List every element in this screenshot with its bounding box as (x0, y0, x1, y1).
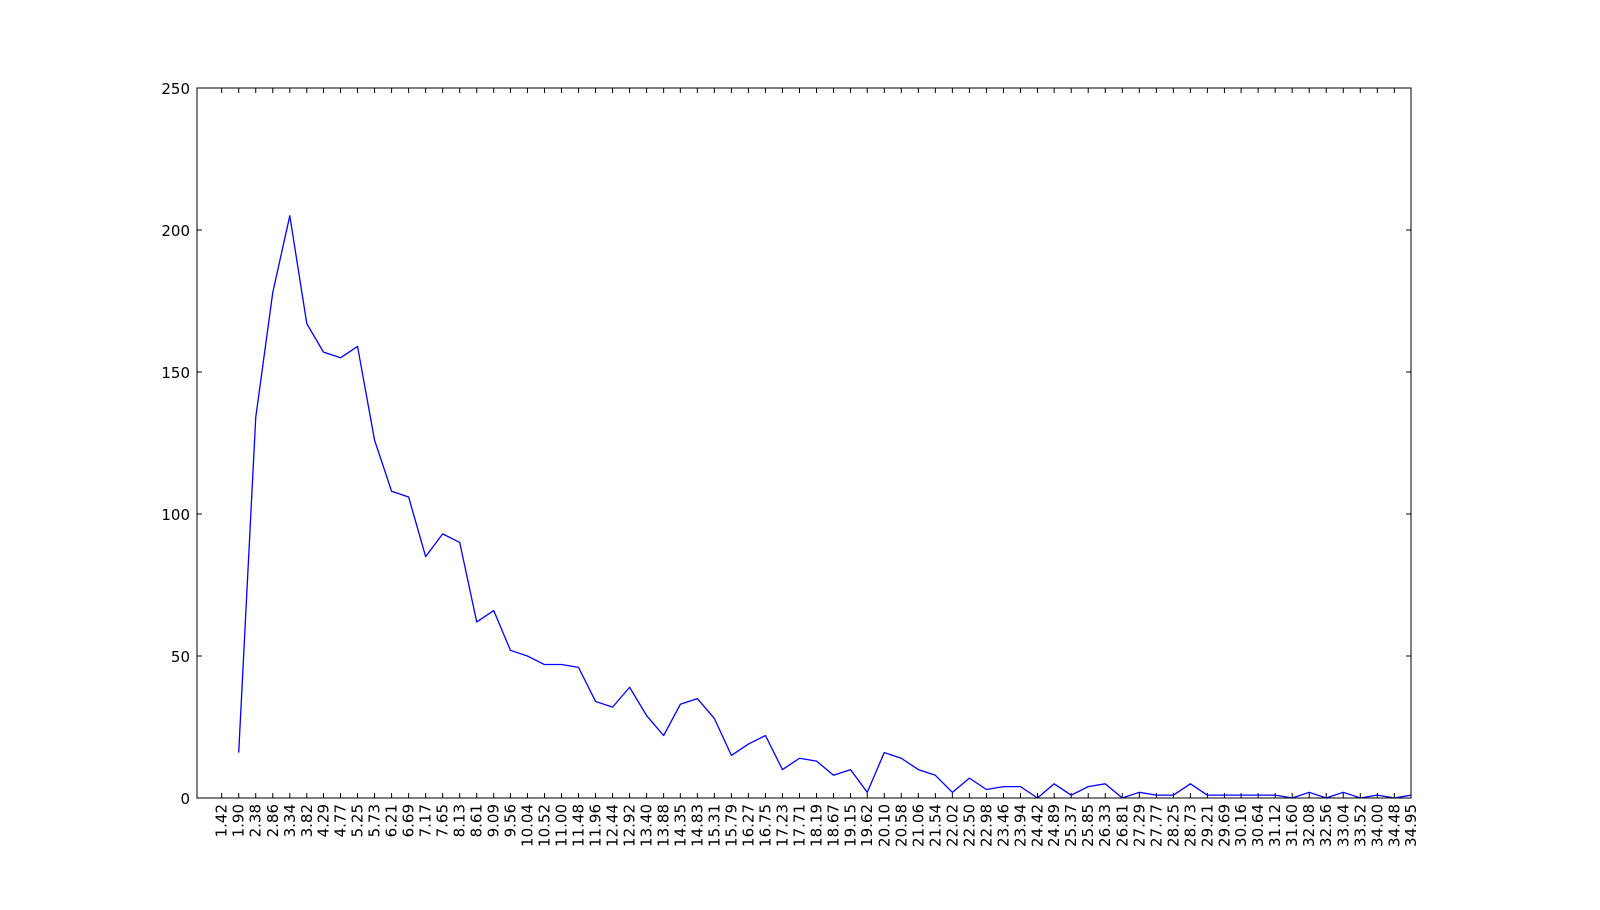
x-tick-label: 15.31 (705, 804, 723, 847)
x-tick-label: 31.12 (1266, 804, 1284, 847)
y-tick-label: 0 (180, 790, 190, 808)
x-tick-label: 17.71 (790, 804, 808, 847)
series-layer (238, 215, 1412, 799)
x-tick-label: 16.75 (756, 804, 774, 847)
x-tick-label: 10.04 (518, 804, 536, 847)
x-tick-label: 5.25 (349, 804, 367, 837)
x-tick-label: 28.73 (1181, 804, 1199, 847)
x-tick-label: 11.48 (570, 804, 588, 847)
x-tick-label: 33.04 (1334, 804, 1352, 847)
x-tick-label: 11.00 (552, 804, 570, 847)
x-tick-label: 27.77 (1147, 804, 1165, 847)
x-tick-label: 34.00 (1368, 804, 1386, 847)
x-tick-label: 18.19 (808, 804, 826, 847)
x-tick-label: 7.17 (417, 804, 435, 837)
y-tick-label: 200 (161, 222, 190, 240)
x-tick-label: 7.65 (434, 804, 452, 837)
x-tick-label: 20.58 (892, 804, 910, 847)
x-tick-label: 6.21 (383, 804, 401, 837)
x-tick-label: 30.64 (1249, 804, 1267, 847)
x-tick-label: 33.52 (1351, 804, 1369, 847)
x-tick-label: 20.10 (875, 804, 893, 847)
x-tick-label: 3.34 (281, 804, 299, 837)
x-tick-label: 29.69 (1215, 804, 1233, 847)
x-tick-label: 27.29 (1130, 804, 1148, 847)
x-tick-label: 18.67 (825, 804, 843, 847)
x-tick-label: 13.88 (655, 804, 673, 847)
x-tick-label: 6.69 (400, 804, 418, 837)
x-tick-label: 13.40 (638, 804, 656, 847)
x-tick-label: 16.27 (739, 804, 757, 847)
y-tick-label: 100 (161, 506, 190, 524)
x-tick-label: 31.60 (1283, 804, 1301, 847)
x-tick-label: 24.42 (1028, 804, 1046, 847)
x-tick-label: 14.83 (688, 804, 706, 847)
x-tick-label: 8.13 (451, 804, 469, 837)
x-tick-label: 4.29 (314, 804, 332, 837)
plot-area-frame (196, 87, 1412, 799)
x-tick-label: 2.38 (247, 804, 265, 837)
y-tick-label: 50 (171, 648, 190, 666)
x-tick-label: 32.56 (1317, 804, 1335, 847)
x-tick-label: 14.35 (671, 804, 689, 847)
x-tick-label: 5.73 (366, 804, 384, 837)
x-tick-label: 8.61 (468, 804, 486, 837)
x-tick-label: 19.15 (842, 804, 860, 847)
x-tick-label: 34.95 (1402, 804, 1420, 847)
x-tick-label: 24.89 (1045, 804, 1063, 847)
x-tick-label: 22.98 (977, 804, 995, 847)
x-tick-label: 34.48 (1385, 804, 1403, 847)
x-tick-label: 9.56 (501, 804, 519, 837)
x-tick-label: 23.94 (1011, 804, 1029, 847)
x-tick-label: 12.92 (621, 804, 639, 847)
x-tick-label: 3.82 (298, 804, 316, 837)
x-tick-label: 12.44 (604, 804, 622, 847)
x-tick-label: 1.42 (213, 804, 231, 837)
x-tick-label: 15.79 (722, 804, 740, 847)
y-tick-label: 250 (161, 80, 190, 98)
x-tick-label: 4.77 (332, 804, 350, 837)
x-tick-label: 9.09 (485, 804, 503, 837)
x-tick-label: 32.08 (1300, 804, 1318, 847)
x-tick-label: 21.54 (926, 804, 944, 847)
x-tick-label: 25.85 (1079, 804, 1097, 847)
x-tick-label: 2.86 (264, 804, 282, 837)
x-tick-label: 26.81 (1113, 804, 1131, 847)
series-line (238, 215, 1412, 799)
x-tick-label: 30.16 (1232, 804, 1250, 847)
x-tick-label: 25.37 (1062, 804, 1080, 847)
y-tick-label: 150 (161, 364, 190, 382)
x-tick-label: 10.52 (535, 804, 553, 847)
x-tick-label: 11.96 (587, 804, 605, 847)
plot-area-background (197, 88, 1411, 798)
x-tick-label: 29.21 (1198, 804, 1216, 847)
x-tick-label: 19.62 (858, 804, 876, 847)
x-tick-label: 17.23 (773, 804, 791, 847)
x-tick-label: 26.33 (1096, 804, 1114, 847)
x-tick-label: 1.90 (230, 804, 248, 837)
x-tick-label: 22.02 (943, 804, 961, 847)
x-tick-label: 21.06 (909, 804, 927, 847)
x-tick-label: 28.25 (1164, 804, 1182, 847)
x-tick-label: 22.50 (960, 804, 978, 847)
x-tick-label: 23.46 (994, 804, 1012, 847)
